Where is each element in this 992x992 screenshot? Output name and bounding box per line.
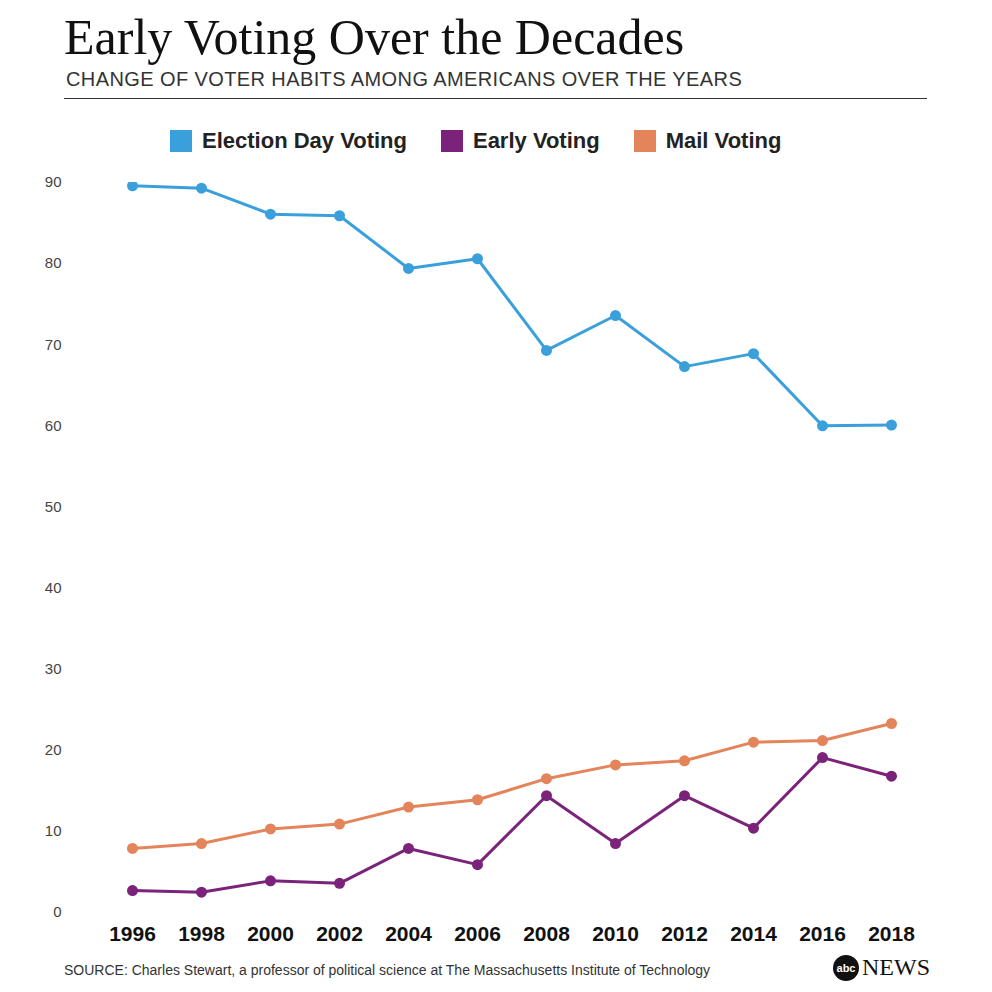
html-text:CHANGE OF VOTER HABITS AMONG A: CHANGE OF VOTER HABITS AMONG AMERICANS O… [66, 68, 743, 90]
svg-text:2016: 2016 [799, 922, 846, 945]
svg-text:2010: 2010 [592, 922, 639, 945]
html-text:SOURCE: Charles Stewart, a pro: SOURCE: Charles Stewart, a professor of … [64, 962, 711, 978]
svg-text:2014: 2014 [730, 922, 777, 945]
html-text:Early Voting: Early Voting [473, 128, 600, 153]
html-text:Election Day Voting: Election Day Voting [202, 128, 407, 153]
svg-text:2008: 2008 [523, 922, 570, 945]
html-text:Mail Voting: Mail Voting [665, 128, 782, 153]
svg-text:50: 50 [45, 498, 62, 515]
svg-text:1998: 1998 [178, 922, 225, 945]
svg-text:2004: 2004 [385, 922, 432, 945]
svg-text:1996: 1996 [109, 922, 156, 945]
svg-text:90: 90 [45, 173, 62, 190]
svg-text:70: 70 [45, 336, 62, 353]
html-text:Early Voting Over the Decades: Early Voting Over the Decades [64, 9, 685, 65]
svg-text:2006: 2006 [454, 922, 501, 945]
svg-text:60: 60 [45, 417, 62, 434]
svg-text:20: 20 [45, 741, 62, 758]
svg-text:0: 0 [53, 903, 61, 920]
svg-text:10: 10 [45, 822, 62, 839]
svg-text:30: 30 [45, 660, 62, 677]
svg-text:80: 80 [45, 254, 62, 271]
svg-text:2018: 2018 [868, 922, 915, 945]
html-text:abc NEWS: abc NEWS [836, 954, 930, 980]
svg-text:2002: 2002 [316, 922, 363, 945]
svg-text:2012: 2012 [661, 922, 708, 945]
svg-text:2000: 2000 [247, 922, 294, 945]
svg-text:40: 40 [45, 579, 62, 596]
